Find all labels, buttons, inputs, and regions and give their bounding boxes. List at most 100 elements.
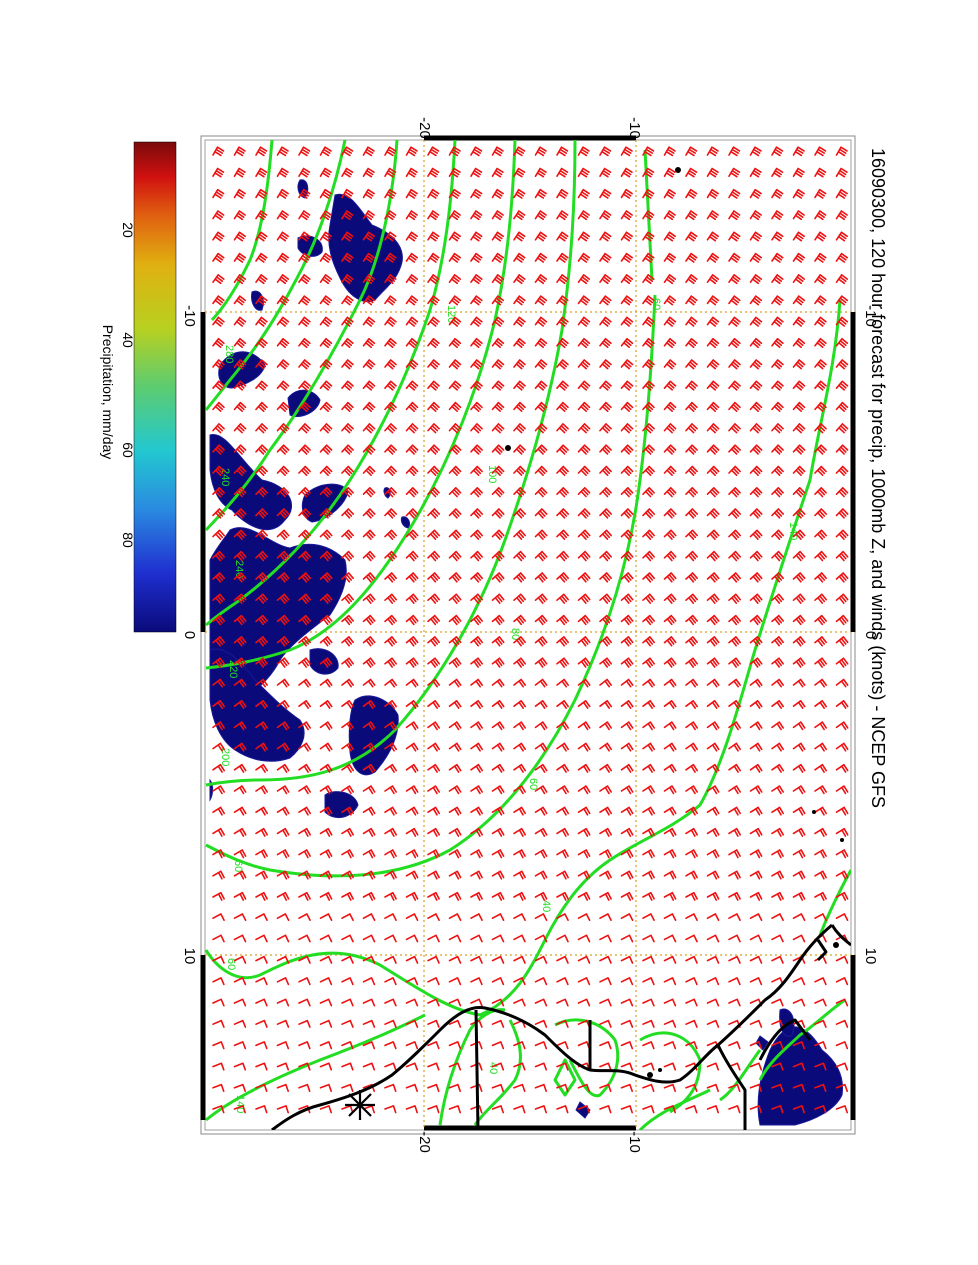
wind-barb (405, 550, 419, 562)
wind-barb (427, 614, 440, 626)
wind-barb (319, 359, 333, 370)
wind-barb (577, 721, 591, 731)
wind-barb (728, 913, 741, 921)
wind-barb (556, 167, 569, 178)
wind-barb (513, 401, 526, 412)
wind-barb (749, 742, 763, 752)
wind-barb (534, 146, 547, 157)
wind-barb (341, 870, 354, 880)
wind-barb (534, 1041, 548, 1050)
wind-barb (298, 188, 311, 199)
wind-barb (814, 1062, 827, 1071)
colorbar-gradient (133, 141, 177, 633)
wind-barb (491, 359, 505, 370)
wind-barb (233, 678, 247, 688)
wind-barb (599, 636, 612, 647)
wind-barb (341, 508, 354, 519)
wind-barb (491, 593, 505, 604)
wind-barb (212, 295, 225, 306)
wind-barb (276, 380, 290, 391)
wind-barb (835, 508, 849, 519)
wind-barb (771, 295, 784, 306)
wind-barb (427, 316, 440, 327)
left-tick-label: 10 (181, 948, 198, 965)
wind-barb (276, 657, 290, 668)
wind-barb (276, 444, 290, 455)
wind-barb (771, 593, 784, 604)
wind-barb (792, 572, 806, 583)
wind-barb (685, 998, 698, 1007)
wind-barb (362, 614, 376, 626)
wind-barb (212, 934, 225, 943)
wind-barb (642, 359, 655, 370)
wind-barb (792, 1062, 806, 1071)
wind-barb (771, 678, 784, 688)
wind-barb (749, 146, 762, 157)
wind-barb (706, 785, 720, 795)
wind-barb (298, 998, 311, 1007)
wind-barb (405, 849, 419, 859)
wind-barb (319, 593, 333, 604)
wind-barb (276, 763, 290, 773)
wind-barb (814, 380, 827, 391)
wind-barb (599, 231, 612, 242)
wind-barb (728, 529, 741, 540)
wind-barb (556, 913, 569, 921)
wind-barb (470, 721, 483, 731)
wind-barb (642, 1041, 655, 1050)
wind-barb (341, 1083, 354, 1092)
wind-barb (835, 1019, 849, 1028)
wind-barb (362, 529, 376, 540)
wind-barb (341, 1019, 354, 1028)
wind-barb (577, 700, 591, 709)
wind-barb (663, 359, 677, 370)
wind-barb (706, 231, 719, 242)
wind-barb (513, 614, 526, 626)
wind-barb (491, 252, 504, 263)
wind-barb (341, 955, 354, 964)
wind-barb (620, 1083, 633, 1092)
wind-barb (771, 146, 784, 157)
wind-barb (728, 593, 741, 604)
wind-barb (362, 849, 376, 859)
wind-barb (448, 763, 462, 773)
wind-barb (534, 763, 548, 773)
wind-barb (233, 188, 246, 199)
wind-barb (233, 934, 247, 943)
wind-barb (685, 742, 698, 752)
wind-barb (276, 359, 290, 370)
wind-barb (642, 977, 655, 986)
wind-barb (513, 700, 526, 709)
wind-barb (298, 380, 311, 391)
wind-barb (470, 785, 483, 795)
wind-barb (728, 806, 741, 816)
wind-barb (663, 785, 677, 795)
wind-barb (685, 146, 698, 157)
wind-barb (620, 316, 634, 327)
wind-barb (212, 444, 225, 455)
wind-barb (577, 955, 591, 964)
wind-barb (319, 188, 332, 199)
contour-label: 220 (227, 660, 239, 678)
wind-barb (491, 1083, 504, 1092)
wind-barb (556, 1062, 569, 1071)
wind-barb (384, 1062, 397, 1071)
wind-barb (255, 274, 268, 285)
wind-barb (706, 700, 720, 709)
wind-barb (792, 487, 806, 498)
wind-barb (276, 998, 290, 1007)
wind-barb (534, 231, 547, 242)
graticule (205, 140, 851, 1130)
wind-barb (491, 529, 505, 540)
wind-barb (663, 508, 677, 519)
wind-barb (814, 508, 827, 519)
wind-barb (255, 955, 268, 964)
wind-barb (341, 891, 354, 901)
wind-barb (792, 721, 806, 731)
wind-barb (319, 231, 332, 242)
wind-barb (663, 550, 677, 562)
wind-barb (620, 614, 634, 626)
wind-barb (835, 636, 849, 647)
wind-barb (706, 678, 720, 688)
wind-barb (448, 977, 462, 986)
